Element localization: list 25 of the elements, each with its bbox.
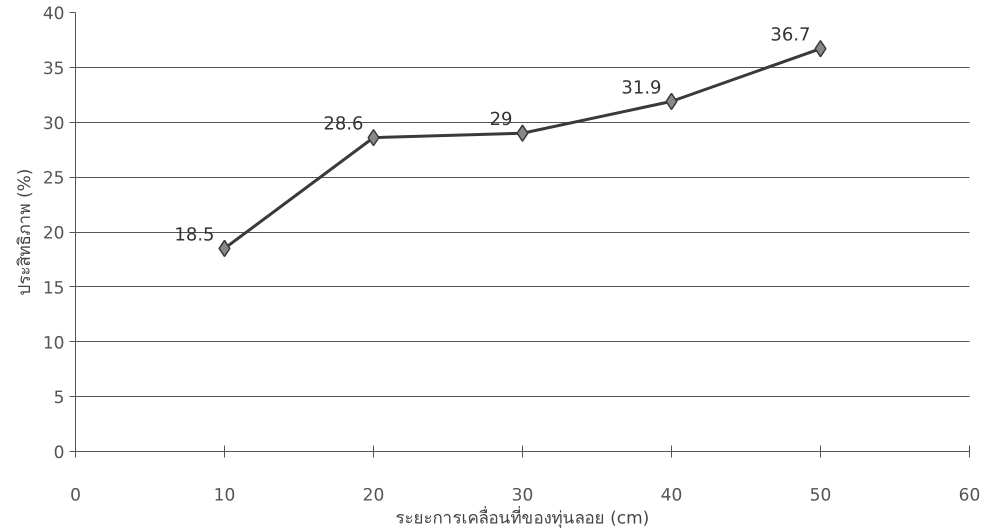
x-tick-label: 0 — [70, 486, 81, 506]
data-label: 36.7 — [770, 24, 810, 46]
y-tick-label: 10 — [42, 333, 65, 354]
y-tick-label: 35 — [42, 58, 65, 79]
y-tick-label: 0 — [54, 443, 65, 463]
x-tick-label: 10 — [214, 486, 236, 506]
y-tick-label: 25 — [42, 168, 65, 189]
y-tick-label: 40 — [42, 4, 65, 24]
point — [367, 128, 380, 146]
point — [665, 92, 678, 110]
x-tick-label: 50 — [810, 486, 832, 506]
point — [516, 124, 529, 142]
x-tick-label: 40 — [660, 486, 682, 506]
x-tick-label: 20 — [362, 486, 384, 506]
point — [814, 40, 827, 58]
y-axis-title: ประสิทธิภาพ (%) — [14, 168, 35, 296]
y-tick-label: 15 — [42, 278, 65, 298]
x-axis-title: ระยะการเคลื่อนที่ของทุ่นลอย (cm) — [396, 506, 650, 528]
y-tick-label: 20 — [42, 224, 65, 244]
y-tick-label: 5 — [54, 388, 65, 408]
data-label: 31.9 — [621, 77, 662, 98]
y-tick-label: 30 — [42, 114, 65, 134]
x-tick-label: 30 — [512, 486, 534, 506]
x-tick-label: 60 — [958, 486, 980, 506]
point — [218, 240, 231, 258]
